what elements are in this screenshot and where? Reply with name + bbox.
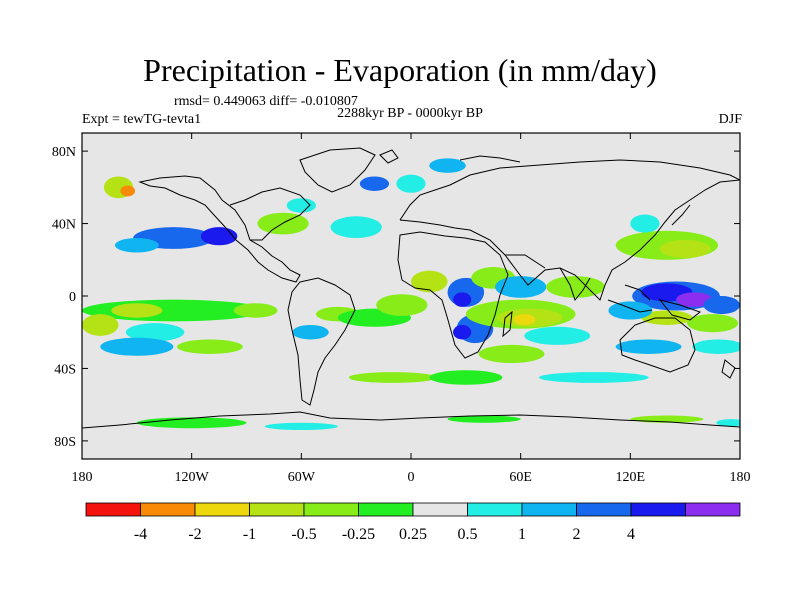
field-blob-20	[453, 292, 472, 307]
season-label: DJF	[718, 112, 742, 127]
x-tick-label-6: 180	[730, 470, 751, 485]
y-axis: 80N 40N 0 40S 80S	[52, 145, 740, 450]
field-blob-51	[264, 422, 338, 431]
colorbar-swatch-11	[685, 502, 741, 517]
field-blob-48	[538, 372, 649, 383]
colorbar-swatch-8	[521, 502, 577, 517]
colorbar-swatch-4	[303, 502, 359, 517]
colorbar-label-2: -1	[243, 526, 256, 543]
y-tick-label-2: 0	[69, 290, 76, 305]
field-blob-29	[524, 326, 591, 345]
field-blob-50	[136, 417, 247, 429]
field-blob-42	[692, 339, 740, 354]
field-blob-27	[495, 276, 547, 298]
colorbar-swatch-0	[85, 502, 141, 517]
stats-line: rmsd= 0.449063 diff= -0.010807	[174, 94, 358, 109]
field-blob-37	[703, 296, 740, 315]
field-blob-45	[359, 176, 390, 191]
field-blob-54	[716, 419, 740, 427]
y-tick-label-0: 80N	[52, 145, 76, 160]
field-blob-44	[396, 174, 426, 193]
field-blob-46	[286, 198, 316, 213]
field-blob-40	[608, 301, 653, 320]
colorbar-swatch-3	[249, 502, 305, 517]
colorbar-label-1: -2	[188, 526, 201, 543]
field-blob-39	[686, 314, 739, 333]
field-blob-13	[177, 339, 243, 354]
colorbar-label-5: 0.25	[399, 526, 427, 543]
field-blob-23	[453, 324, 472, 340]
colorbar-swatch-7	[467, 502, 523, 517]
field-blob-26	[513, 314, 536, 325]
field-blob-33	[630, 214, 660, 233]
field-blob-10	[82, 314, 119, 336]
field-blob-43	[429, 158, 466, 173]
field-blob-3	[200, 227, 238, 246]
colorbar-label-4: -0.25	[342, 526, 375, 543]
x-tick-label-5: 120E	[616, 470, 646, 485]
field-blob-4	[114, 238, 159, 253]
colorbar-swatch-2	[194, 502, 250, 517]
colorbar-label-8: 2	[573, 526, 581, 543]
field-blob-32	[659, 239, 711, 258]
x-tick-label-0: 180	[72, 470, 93, 485]
experiment-label: Expt = tewTG-tevta1	[82, 112, 202, 127]
field-blob-36	[676, 292, 713, 307]
field-blob-11	[125, 323, 185, 342]
x-tick-label-4: 60E	[509, 470, 532, 485]
colorbar-label-0: -4	[134, 526, 147, 543]
chart-subtitle: 2288kyr BP - 0000kyr BP	[337, 106, 483, 121]
colorbar-label-9: 4	[627, 526, 635, 543]
field-blob-17	[376, 294, 428, 316]
x-tick-label-1: 120W	[175, 470, 210, 485]
field-blob-49	[429, 370, 503, 385]
colorbar-label-3: -0.5	[291, 526, 316, 543]
chart-title: Precipitation - Evaporation (in mm/day)	[143, 52, 657, 88]
y-tick-label-1: 40N	[52, 218, 76, 233]
colorbar: -4 -2 -1 -0.5 -0.25 0.25 0.5 1 2 4	[85, 502, 741, 543]
field-blob-8	[111, 303, 163, 318]
field-blob-9	[233, 303, 278, 318]
y-tick-label-4: 80S	[54, 435, 76, 450]
field-blob-41	[615, 339, 682, 354]
colorbar-swatch-1	[140, 502, 196, 517]
x-tick-label-3: 0	[408, 470, 415, 485]
field-blob-6	[330, 216, 382, 239]
x-axis: 180 120W 60W 0 60E 120E 180	[72, 133, 751, 485]
colorbar-swatch-6	[412, 502, 468, 517]
field-blob-18	[411, 270, 448, 293]
anomaly-field	[82, 158, 740, 431]
field-blob-15	[292, 324, 329, 340]
field-blob-28	[546, 276, 605, 298]
field-blob-52	[447, 415, 521, 423]
colorbar-swatch-5	[358, 502, 414, 517]
field-blob-30	[478, 344, 545, 364]
x-tick-label-2: 60W	[288, 470, 316, 485]
colorbar-swatch-10	[630, 502, 686, 517]
colorbar-label-6: 0.5	[458, 526, 478, 543]
colorbar-swatch-9	[576, 502, 632, 517]
field-blob-1	[120, 185, 136, 197]
field-blob-47	[348, 372, 437, 383]
colorbar-label-7: 1	[518, 526, 526, 543]
coastlines	[82, 147, 740, 429]
field-blob-12	[100, 337, 174, 356]
y-tick-label-3: 40S	[54, 362, 76, 377]
